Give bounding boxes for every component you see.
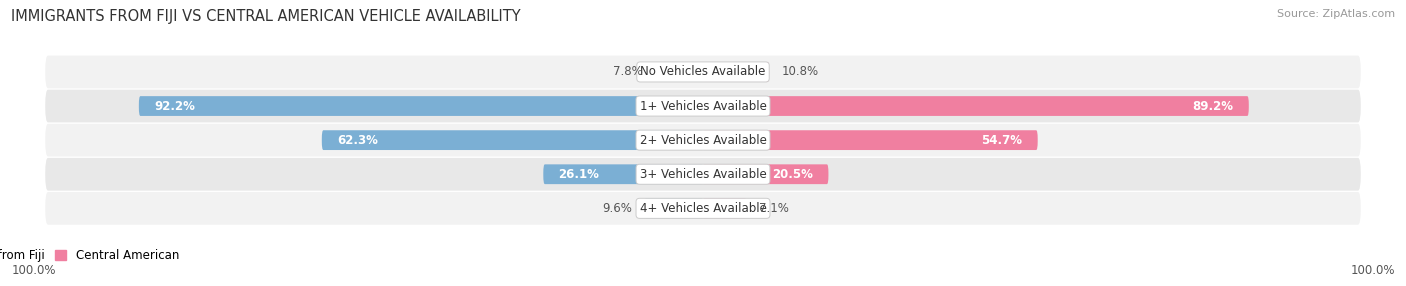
Text: Source: ZipAtlas.com: Source: ZipAtlas.com: [1277, 9, 1395, 19]
FancyBboxPatch shape: [45, 124, 1361, 156]
FancyBboxPatch shape: [45, 90, 1361, 122]
FancyBboxPatch shape: [45, 55, 1361, 88]
Text: 100.0%: 100.0%: [1350, 265, 1395, 277]
FancyBboxPatch shape: [45, 192, 1361, 225]
Text: 20.5%: 20.5%: [772, 168, 813, 181]
Text: 2+ Vehicles Available: 2+ Vehicles Available: [640, 134, 766, 147]
Text: 62.3%: 62.3%: [337, 134, 378, 147]
FancyBboxPatch shape: [322, 130, 703, 150]
Text: 4+ Vehicles Available: 4+ Vehicles Available: [640, 202, 766, 215]
FancyBboxPatch shape: [703, 96, 1249, 116]
FancyBboxPatch shape: [543, 164, 703, 184]
Text: 7.8%: 7.8%: [613, 65, 643, 78]
FancyBboxPatch shape: [45, 158, 1361, 190]
Text: 100.0%: 100.0%: [11, 265, 56, 277]
Text: 92.2%: 92.2%: [155, 100, 195, 112]
Text: 54.7%: 54.7%: [981, 134, 1022, 147]
Text: 3+ Vehicles Available: 3+ Vehicles Available: [640, 168, 766, 181]
Text: IMMIGRANTS FROM FIJI VS CENTRAL AMERICAN VEHICLE AVAILABILITY: IMMIGRANTS FROM FIJI VS CENTRAL AMERICAN…: [11, 9, 520, 23]
Text: 89.2%: 89.2%: [1192, 100, 1233, 112]
Text: No Vehicles Available: No Vehicles Available: [640, 65, 766, 78]
Text: 1+ Vehicles Available: 1+ Vehicles Available: [640, 100, 766, 112]
Text: 9.6%: 9.6%: [602, 202, 633, 215]
Text: 10.8%: 10.8%: [782, 65, 818, 78]
FancyBboxPatch shape: [644, 198, 703, 218]
Text: 26.1%: 26.1%: [558, 168, 599, 181]
FancyBboxPatch shape: [703, 130, 1038, 150]
FancyBboxPatch shape: [703, 164, 828, 184]
Legend: Immigrants from Fiji, Central American: Immigrants from Fiji, Central American: [0, 249, 179, 262]
FancyBboxPatch shape: [655, 62, 703, 82]
FancyBboxPatch shape: [703, 62, 769, 82]
FancyBboxPatch shape: [703, 198, 747, 218]
FancyBboxPatch shape: [139, 96, 703, 116]
Text: 7.1%: 7.1%: [759, 202, 789, 215]
